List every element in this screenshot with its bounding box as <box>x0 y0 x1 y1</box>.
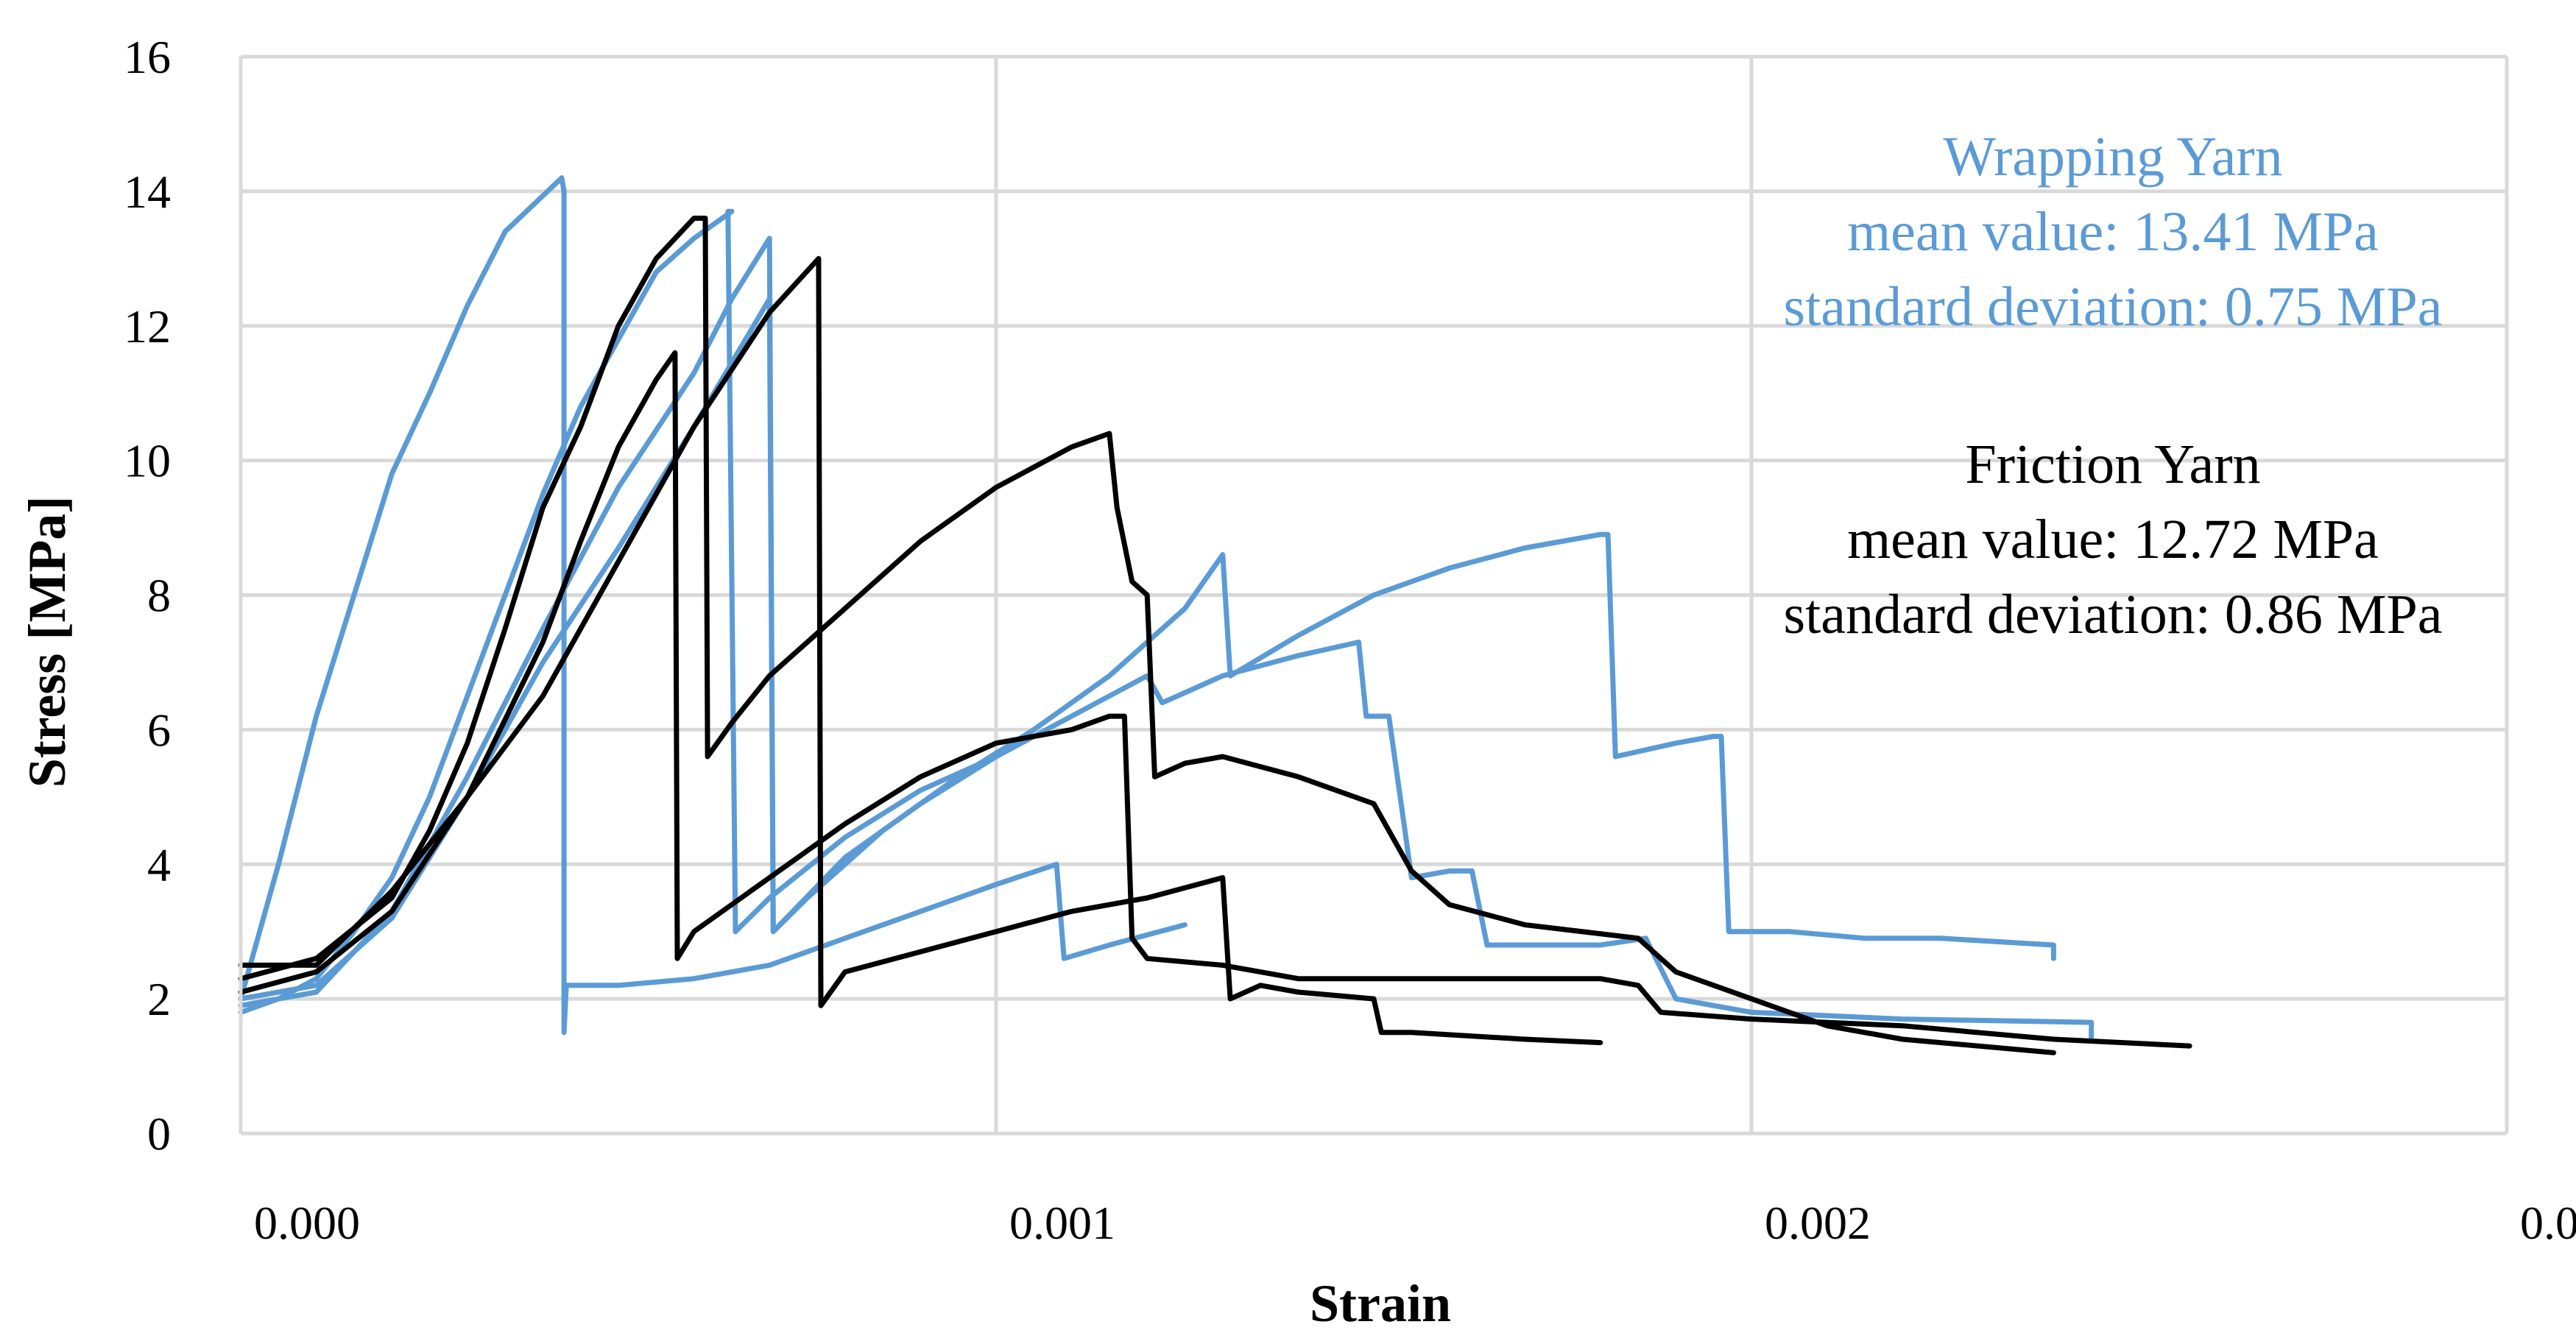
friction-yarn-mean: mean value: 12.72 MPa <box>1847 509 2379 570</box>
friction-yarn-title: Friction Yarn <box>1965 434 2260 495</box>
wrapping-yarn-title: Wrapping Yarn <box>1943 126 2282 188</box>
y-axis-title: Stress [MPa] <box>18 496 77 788</box>
x-axis-title: Strain <box>1310 1274 1451 1333</box>
series-wrapping-yarn-2 <box>238 208 1037 1015</box>
axes <box>239 57 2507 1136</box>
x-tick-label: 0.002 <box>1765 1197 1871 1249</box>
x-tick-label: 0.000 <box>254 1197 360 1249</box>
friction-yarn-std: standard deviation: 0.86 MPa <box>1784 584 2443 645</box>
series-friction-yarn-6 <box>238 350 2192 1049</box>
wrapping-yarn-std: standard deviation: 0.75 MPa <box>1784 276 2443 338</box>
y-tick-label: 2 <box>147 973 171 1025</box>
y-tick-label: 16 <box>124 31 171 83</box>
friction-yarn-annotation: Friction Yarn mean value: 12.72 MPa stan… <box>1784 434 2443 645</box>
series-friction-yarn-7 <box>238 255 1603 1046</box>
x-tick-label: 0.003 <box>2520 1197 2576 1249</box>
wrapping-yarn-mean: mean value: 13.41 MPa <box>1847 201 2379 263</box>
y-tick-label: 6 <box>147 704 171 756</box>
y-tick-label: 12 <box>124 300 171 353</box>
x-tick-labels: 0.000 0.001 0.002 0.003 <box>254 1197 2576 1249</box>
y-tick-label: 8 <box>147 570 171 622</box>
series-layer <box>238 175 2192 1055</box>
y-tick-labels: 0 2 4 6 8 10 12 14 16 <box>124 31 171 1160</box>
wrapping-yarn-annotation: Wrapping Yarn mean value: 13.41 MPa stan… <box>1784 126 2443 338</box>
y-tick-label: 14 <box>124 166 171 218</box>
x-tick-label: 0.001 <box>1009 1197 1115 1249</box>
series-wrapping-yarn-1 <box>238 175 1188 1036</box>
y-tick-label: 4 <box>147 838 171 891</box>
y-tick-label: 10 <box>124 435 171 487</box>
y-tick-label: 0 <box>147 1108 171 1160</box>
series-friction-yarn-5 <box>238 216 2056 1055</box>
